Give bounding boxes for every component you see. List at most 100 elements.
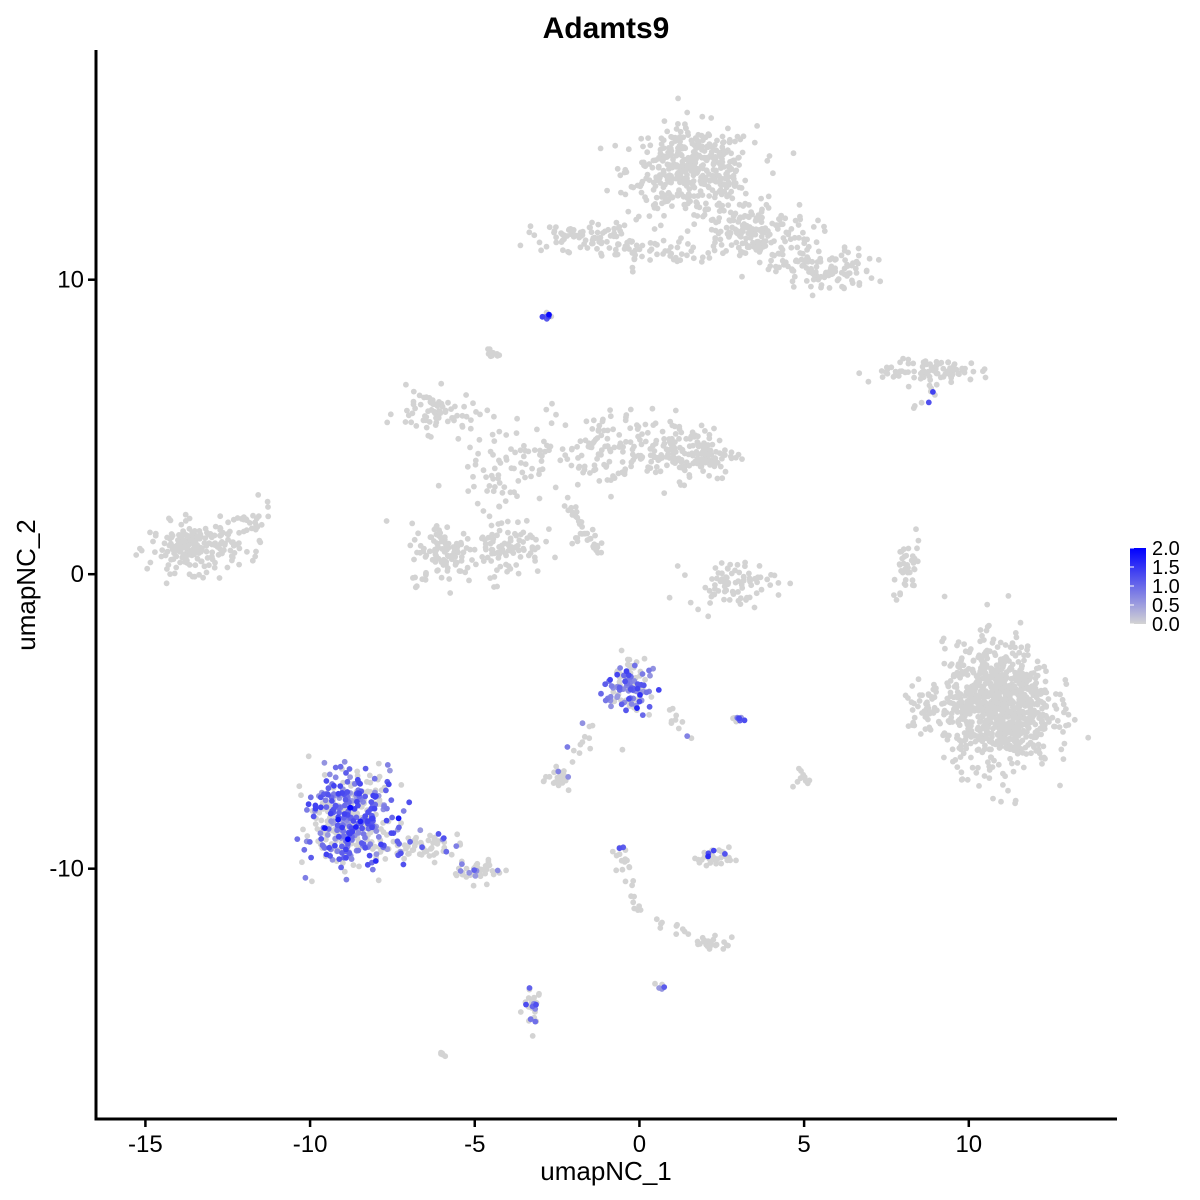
cell-point <box>1024 646 1030 653</box>
expressing-cell-point <box>443 848 450 855</box>
cell-point <box>604 427 611 434</box>
cell-point <box>485 856 492 863</box>
cell-point <box>659 428 666 435</box>
cell-point <box>473 862 480 868</box>
cell-point <box>455 435 462 442</box>
cell-point <box>961 730 968 736</box>
cell-point <box>179 545 186 551</box>
cell-point <box>236 561 243 568</box>
cell-point <box>766 231 773 238</box>
cell-point <box>616 432 623 438</box>
cell-point <box>619 746 626 753</box>
cell-point <box>710 936 717 943</box>
cell-point <box>707 860 714 866</box>
cell-point <box>415 530 421 537</box>
cell-point <box>675 121 681 127</box>
cell-point <box>684 109 691 116</box>
cell-point <box>460 549 467 556</box>
x-tick-label: -15 <box>128 1131 163 1158</box>
cell-point <box>657 468 664 475</box>
cell-point <box>748 209 754 216</box>
cell-point <box>707 600 713 606</box>
cell-point <box>411 843 418 849</box>
cell-point <box>607 407 613 413</box>
cell-point <box>797 213 803 220</box>
cell-point <box>743 597 749 603</box>
cell-point <box>931 368 938 374</box>
cell-point <box>423 424 430 431</box>
cell-point <box>979 689 985 696</box>
cell-point <box>448 406 454 412</box>
cell-point <box>679 719 686 725</box>
cell-point <box>623 438 629 445</box>
cell-point <box>963 710 970 717</box>
legend-break-label: 1.0 <box>1152 576 1180 598</box>
cell-point <box>1057 691 1063 698</box>
cell-point <box>748 582 755 589</box>
cell-point <box>622 466 629 473</box>
cell-point <box>499 542 505 549</box>
expressing-cell-point <box>335 790 342 797</box>
expressing-cell-point <box>355 847 362 854</box>
cell-point <box>620 448 626 455</box>
cell-point <box>619 866 626 873</box>
cell-point <box>957 674 963 681</box>
expressing-cell-point <box>339 850 345 856</box>
cell-point <box>604 238 610 245</box>
expressing-cell-point <box>306 839 313 845</box>
cell-point <box>924 699 930 706</box>
expressing-cell-point <box>324 832 331 838</box>
cell-point <box>490 475 496 482</box>
cell-point <box>728 570 735 577</box>
cell-point <box>180 551 187 558</box>
cell-point <box>144 565 151 572</box>
cell-point <box>186 562 193 568</box>
cell-point <box>423 848 430 855</box>
cell-point <box>709 144 716 151</box>
cell-point <box>967 646 974 652</box>
cell-point <box>536 495 543 502</box>
expressing-cell-point <box>622 678 628 685</box>
cell-point <box>707 941 714 948</box>
cell-point <box>917 375 924 382</box>
cell-point <box>927 361 933 368</box>
cell-point <box>1015 741 1022 747</box>
cell-point <box>602 228 608 235</box>
expressing-cell-point <box>353 824 359 830</box>
cell-point <box>735 219 742 225</box>
cell-point <box>951 361 958 367</box>
cell-point <box>597 145 604 152</box>
cell-point <box>202 535 209 541</box>
cell-point <box>417 542 424 549</box>
expressing-cell-point <box>356 790 363 797</box>
cell-point <box>581 733 588 740</box>
cell-point <box>485 351 492 357</box>
cell-point <box>700 468 706 474</box>
cell-point <box>992 652 999 659</box>
cell-point <box>413 423 420 429</box>
cell-point <box>234 515 241 521</box>
cell-point <box>1053 705 1060 712</box>
cell-point <box>1007 644 1014 650</box>
cell-point <box>647 240 654 246</box>
cell-point <box>1025 742 1032 748</box>
cell-point <box>340 860 346 866</box>
cell-point <box>598 447 605 453</box>
cell-point <box>677 482 684 488</box>
cell-point <box>955 719 961 726</box>
cell-point <box>519 469 526 476</box>
cell-point <box>942 645 948 652</box>
cell-point <box>166 515 172 522</box>
cell-point <box>653 464 660 470</box>
cell-point <box>710 855 717 862</box>
cell-point <box>996 745 1003 751</box>
cell-point <box>523 517 530 524</box>
cell-point <box>638 135 645 142</box>
cell-point <box>250 512 256 519</box>
cell-point <box>1061 740 1068 747</box>
cell-point <box>455 549 461 556</box>
cell-point <box>712 239 718 246</box>
cell-point <box>541 778 547 784</box>
expressing-cell-point <box>565 774 572 780</box>
cell-point <box>354 768 361 775</box>
